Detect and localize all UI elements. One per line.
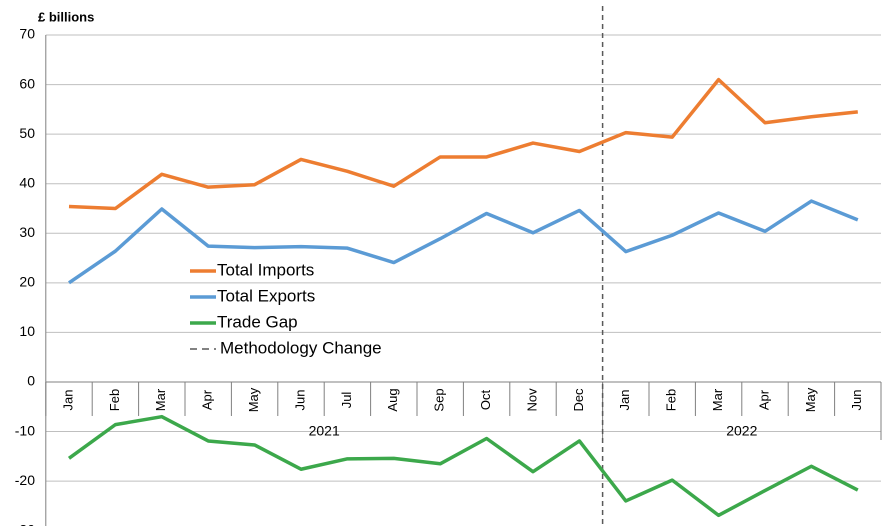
x-tick-label: Apr — [200, 389, 215, 410]
x-tick-label: May — [803, 387, 818, 412]
x-tick-label: Jun — [292, 390, 307, 411]
legend-label: Total Imports — [217, 260, 314, 279]
y-tick-label: 0 — [27, 373, 35, 389]
y-tick-label: 50 — [19, 125, 35, 141]
legend-label: Trade Gap — [217, 312, 298, 331]
y-tick-label: -10 — [15, 422, 35, 438]
x-tick-label: Apr — [756, 389, 771, 410]
y-tick-label: 30 — [19, 224, 35, 240]
y-tick-label: 10 — [19, 323, 35, 339]
x-tick-label: Oct — [478, 389, 493, 410]
y-tick-label: -20 — [15, 472, 35, 488]
y-tick-label: 40 — [19, 174, 35, 190]
x-tick-label: Jun — [849, 390, 864, 411]
x-tick-label: Dec — [571, 388, 586, 412]
x-tick-label: Nov — [524, 388, 539, 412]
x-tick-label: Feb — [107, 389, 122, 411]
year-label: 2022 — [726, 423, 757, 439]
x-tick-label: Feb — [664, 389, 679, 411]
y-tick-label: 20 — [19, 274, 35, 290]
series-line — [67, 414, 859, 518]
legend-label: Total Exports — [217, 286, 315, 305]
series-line — [68, 199, 859, 285]
x-tick-label: Jan — [60, 390, 75, 411]
y-tick-label: 60 — [19, 75, 35, 91]
x-tick-label: Aug — [385, 388, 400, 411]
x-tick-label: Jul — [339, 392, 354, 409]
x-tick-label: Sep — [432, 388, 447, 411]
legend-label: Methodology Change — [220, 338, 382, 357]
y-tick-label: -30 — [15, 521, 35, 526]
y-tick-label: 70 — [19, 26, 35, 42]
series-line — [68, 77, 858, 211]
x-tick-label: May — [246, 387, 261, 412]
x-tick-label: Mar — [153, 388, 168, 411]
year-label: 2021 — [309, 423, 340, 439]
x-tick-label: Mar — [710, 388, 725, 411]
y-axis-label: £ billions — [38, 9, 94, 24]
x-tick-label: Jan — [617, 390, 632, 411]
